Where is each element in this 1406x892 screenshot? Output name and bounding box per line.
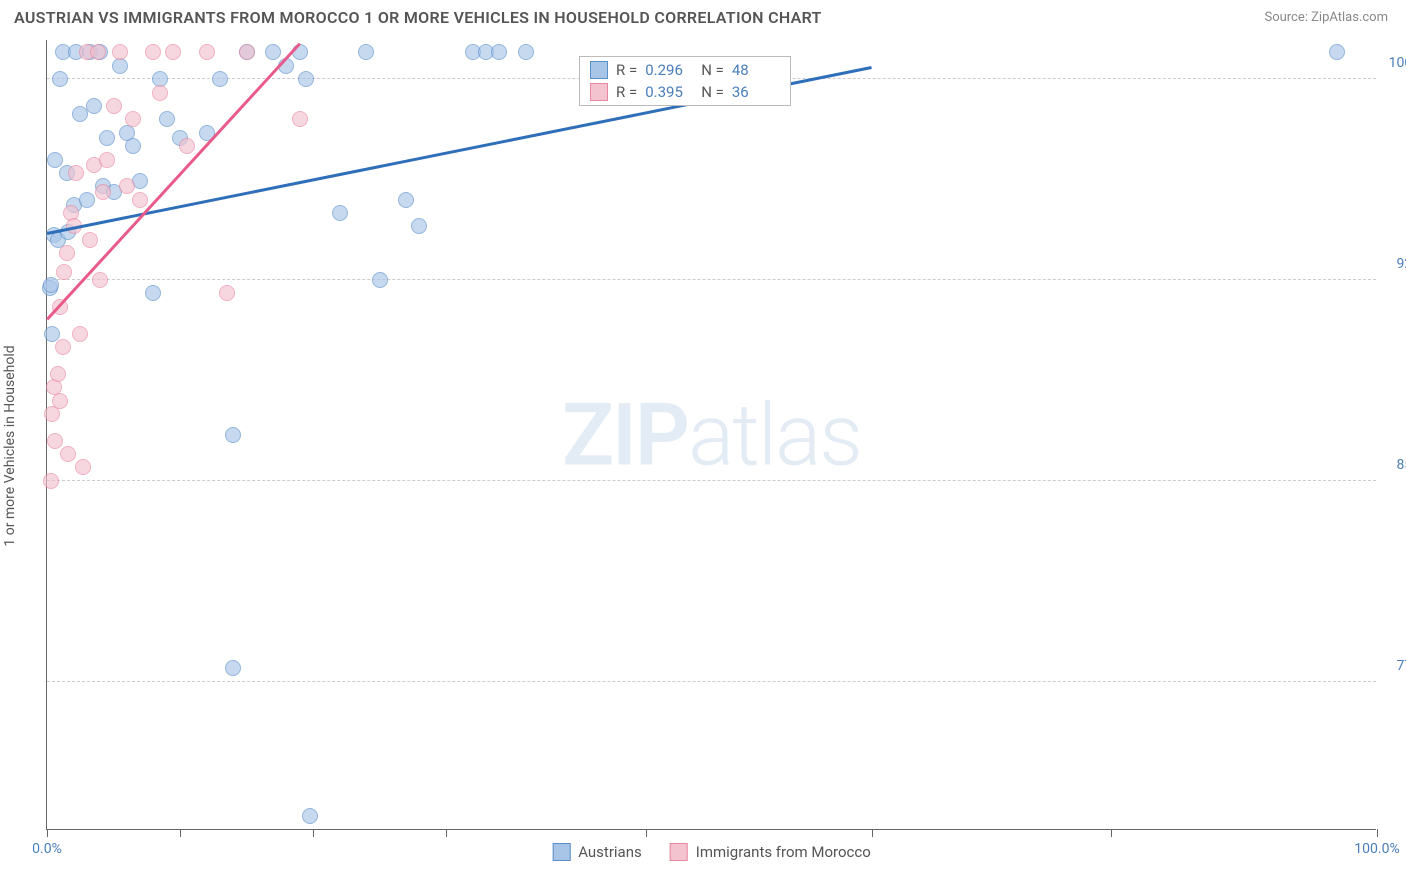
- scatter-point: [145, 285, 161, 301]
- scatter-point: [398, 192, 414, 208]
- scatter-point: [79, 192, 95, 208]
- scatter-point: [52, 393, 68, 409]
- stat-n-label: N =: [701, 83, 724, 101]
- legend-item: Austrians: [552, 843, 642, 861]
- y-axis-label: 1 or more Vehicles in Household: [2, 345, 18, 546]
- scatter-point: [125, 138, 141, 154]
- scatter-point: [411, 218, 427, 234]
- scatter-point: [125, 111, 141, 127]
- scatter-point: [265, 44, 281, 60]
- scatter-point: [199, 44, 215, 60]
- x-tick-label: 100.0%: [1354, 841, 1399, 857]
- scatter-point: [56, 264, 72, 280]
- scatter-point: [55, 339, 71, 355]
- x-tick: [47, 829, 48, 837]
- x-tick: [1111, 829, 1112, 837]
- scatter-point: [82, 232, 98, 248]
- scatter-point: [165, 44, 181, 60]
- stat-n-label: N =: [701, 61, 724, 79]
- scatter-point: [1329, 44, 1345, 60]
- x-tick: [446, 829, 447, 837]
- scatter-point: [372, 272, 388, 288]
- legend-swatch: [552, 843, 570, 861]
- scatter-point: [239, 44, 255, 60]
- scatter-point: [358, 44, 374, 60]
- scatter-point: [95, 184, 111, 200]
- stat-r-label: R =: [616, 83, 637, 101]
- scatter-point: [99, 152, 115, 168]
- scatter-point: [72, 326, 88, 342]
- scatter-point: [179, 138, 195, 154]
- stat-r-value: 0.395: [645, 83, 693, 101]
- scatter-point: [332, 205, 348, 221]
- scatter-point: [518, 44, 534, 60]
- scatter-point: [86, 98, 102, 114]
- y-tick-label: 85.0%: [1379, 457, 1406, 473]
- y-tick-label: 100.0%: [1379, 55, 1406, 71]
- series-legend: Austrians Immigrants from Morocco: [552, 843, 871, 861]
- scatter-point: [90, 44, 106, 60]
- scatter-point: [68, 165, 84, 181]
- scatter-point: [112, 44, 128, 60]
- scatter-point: [132, 192, 148, 208]
- y-tick-label: 77.5%: [1379, 658, 1406, 674]
- stat-r-label: R =: [616, 61, 637, 79]
- scatter-point: [43, 277, 59, 293]
- x-tick: [872, 829, 873, 837]
- scatter-point: [225, 660, 241, 676]
- legend-item: Immigrants from Morocco: [670, 843, 871, 861]
- scatter-point: [219, 285, 235, 301]
- stat-n-value: 36: [732, 83, 780, 101]
- scatter-point: [119, 178, 135, 194]
- grid-line: [47, 279, 1376, 280]
- x-tick: [646, 829, 647, 837]
- scatter-point: [99, 130, 115, 146]
- legend-label: Austrians: [578, 843, 642, 861]
- stats-legend-row: R = 0.395 N = 36: [580, 81, 790, 103]
- scatter-point: [491, 44, 507, 60]
- scatter-point: [212, 71, 228, 87]
- x-tick: [1377, 829, 1378, 837]
- legend-swatch: [670, 843, 688, 861]
- scatter-point: [75, 459, 91, 475]
- scatter-point: [106, 98, 122, 114]
- watermark: ZIPatlas: [562, 384, 861, 485]
- legend-swatch: [590, 83, 608, 101]
- stats-legend: R = 0.296 N = 48 R = 0.395 N = 36: [579, 56, 791, 106]
- stats-legend-row: R = 0.296 N = 48: [580, 59, 790, 81]
- scatter-point: [59, 245, 75, 261]
- scatter-point: [302, 808, 318, 824]
- scatter-point: [292, 111, 308, 127]
- source-attribution: Source: ZipAtlas.com: [1264, 10, 1388, 25]
- x-tick: [313, 829, 314, 837]
- scatter-point: [47, 152, 63, 168]
- stat-n-value: 48: [732, 61, 780, 79]
- scatter-point: [298, 71, 314, 87]
- chart-title: AUSTRIAN VS IMMIGRANTS FROM MOROCCO 1 OR…: [14, 8, 822, 27]
- scatter-point: [60, 446, 76, 462]
- scatter-point: [159, 111, 175, 127]
- scatter-point: [225, 427, 241, 443]
- scatter-point: [152, 85, 168, 101]
- scatter-point: [50, 366, 66, 382]
- chart-plot-area: ZIPatlas 77.5%85.0%92.5%100.0%0.0%100.0%…: [46, 40, 1376, 830]
- scatter-point: [145, 44, 161, 60]
- y-tick-label: 92.5%: [1379, 256, 1406, 272]
- grid-line: [47, 480, 1376, 481]
- scatter-point: [47, 433, 63, 449]
- legend-label: Immigrants from Morocco: [696, 843, 871, 861]
- x-tick-label: 0.0%: [32, 841, 62, 857]
- grid-line: [47, 681, 1376, 682]
- scatter-point: [92, 272, 108, 288]
- legend-swatch: [590, 61, 608, 79]
- x-tick: [180, 829, 181, 837]
- stat-r-value: 0.296: [645, 61, 693, 79]
- scatter-point: [52, 71, 68, 87]
- header: AUSTRIAN VS IMMIGRANTS FROM MOROCCO 1 OR…: [0, 0, 1406, 35]
- scatter-point: [43, 473, 59, 489]
